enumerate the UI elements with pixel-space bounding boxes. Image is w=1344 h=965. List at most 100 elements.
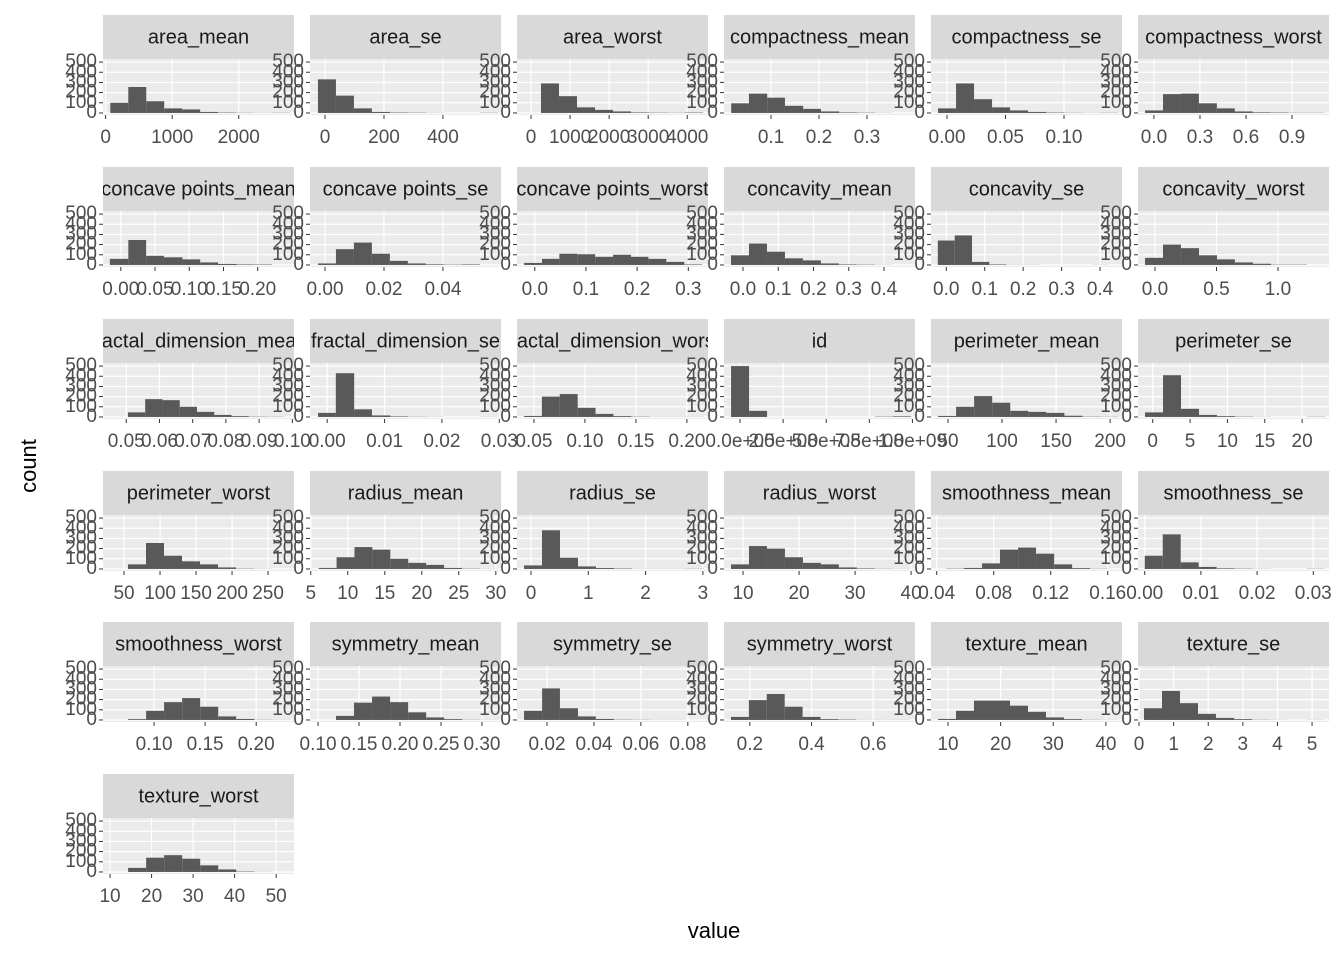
y-tick-label: 500 — [65, 355, 97, 376]
bar — [1180, 703, 1198, 720]
x-tick-label: 0.04 — [424, 279, 461, 300]
bar — [128, 412, 145, 417]
bar — [146, 101, 164, 113]
bar — [803, 563, 821, 569]
x-tick-label: 0.1 — [758, 127, 784, 148]
bar — [182, 259, 200, 265]
bar — [1217, 259, 1235, 265]
x-tick-label: 0.1 — [971, 279, 997, 300]
bar — [560, 708, 578, 720]
bar — [1217, 568, 1235, 569]
x-tick-label: 0.06 — [141, 431, 178, 452]
bar — [1145, 258, 1163, 265]
bar — [992, 403, 1010, 417]
x-tick-label: 10 — [337, 583, 358, 604]
bar — [390, 261, 408, 265]
x-tick-label: 0.02 — [1239, 583, 1276, 604]
x-tick-label: 30 — [183, 886, 204, 907]
bar — [982, 563, 1000, 569]
bar — [1163, 245, 1181, 265]
bar — [128, 87, 146, 113]
x-tick-label: 50 — [266, 886, 287, 907]
strip-label: symmetry_mean — [332, 633, 480, 655]
strip-label: concavity_se — [969, 178, 1085, 200]
bar — [785, 106, 803, 113]
bar — [1163, 534, 1181, 569]
bar — [444, 568, 462, 569]
y-tick-label: 500 — [686, 355, 718, 376]
strip-label: concavity_mean — [747, 178, 892, 200]
y-tick-label: 500 — [479, 51, 511, 72]
x-tick-label: 0.25 — [423, 734, 460, 755]
bar — [749, 411, 767, 417]
x-tick-label: 1.0 — [1265, 279, 1291, 300]
bar — [767, 98, 785, 113]
x-tick-label: 50 — [937, 431, 958, 452]
bar — [218, 716, 236, 720]
x-tick-label: 0.06 — [622, 734, 659, 755]
x-tick-label: 0.10 — [274, 431, 311, 452]
strip: concavity_se — [969, 178, 1085, 200]
x-tick-label: 4000 — [666, 127, 708, 148]
bar — [197, 412, 214, 417]
x-tick-label: 5 — [1307, 734, 1318, 755]
bar — [1253, 264, 1271, 265]
x-tick-label: 0.00 — [102, 279, 139, 300]
bar — [749, 244, 767, 265]
bar — [390, 702, 408, 720]
bar — [318, 413, 336, 417]
strip: symmetry_worst — [747, 633, 893, 655]
bar — [319, 568, 337, 569]
strip-label: texture_se — [1187, 633, 1280, 655]
x-tick-label: 2 — [640, 583, 651, 604]
bar — [613, 111, 631, 113]
x-tick-label: 0.10 — [566, 431, 603, 452]
bar — [200, 707, 218, 720]
y-tick-label: 500 — [1100, 658, 1132, 679]
strip: concavity_mean — [747, 178, 892, 200]
bar — [1198, 714, 1216, 720]
bar — [1199, 103, 1217, 113]
x-axis-title: value — [688, 918, 741, 943]
bar — [390, 416, 408, 417]
x-tick-label: 20 — [788, 583, 809, 604]
bar — [749, 94, 767, 113]
y-tick-label: 500 — [479, 507, 511, 528]
x-tick-label: 0.6 — [1233, 127, 1259, 148]
bar — [1162, 691, 1180, 720]
bar — [1046, 413, 1064, 417]
bar — [821, 111, 839, 113]
bar — [578, 716, 596, 720]
bar — [821, 564, 839, 569]
x-tick-label: 0 — [526, 583, 537, 604]
bar — [524, 416, 542, 417]
bar — [408, 563, 426, 569]
strip-label: compactness_worst — [1145, 26, 1322, 48]
strip: fractal_dimension_se — [311, 330, 500, 352]
x-tick-label: 0.2 — [1010, 279, 1036, 300]
y-tick-label: 500 — [272, 658, 304, 679]
bar — [372, 254, 390, 265]
strip: smoothness_worst — [115, 633, 282, 655]
x-tick-label: 15 — [1254, 431, 1275, 452]
bar — [336, 249, 354, 265]
bar — [182, 698, 200, 720]
x-tick-label: 0.3 — [1048, 279, 1074, 300]
bar — [146, 711, 164, 720]
x-tick-label: 0 — [100, 127, 111, 148]
x-tick-label: 0.2 — [624, 279, 650, 300]
x-tick-label: 0.3 — [1187, 127, 1213, 148]
bar — [839, 112, 857, 113]
x-tick-label: 2 — [1203, 734, 1214, 755]
strip-label: symmetry_se — [553, 633, 672, 655]
bar — [631, 112, 649, 113]
strip-label: radius_se — [569, 482, 656, 504]
x-tick-label: 0.00 — [309, 431, 346, 452]
strip-label: smoothness_se — [1163, 482, 1303, 504]
x-tick-label: 0.15 — [205, 279, 242, 300]
bar — [666, 262, 684, 265]
x-tick-label: 200 — [368, 127, 400, 148]
bar — [1181, 94, 1199, 113]
y-tick-label: 500 — [65, 507, 97, 528]
